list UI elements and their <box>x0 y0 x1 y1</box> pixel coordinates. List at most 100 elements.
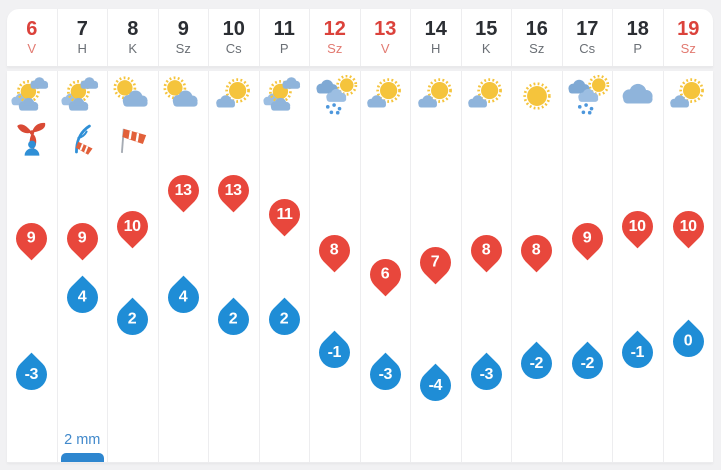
mostly-sunny-icon <box>463 75 510 117</box>
low-temp-marker: -4 <box>413 363 458 407</box>
low-temp-marker: 0 <box>666 319 711 363</box>
sun-behind-clouds-icon <box>59 75 106 117</box>
day-number: 8 <box>127 18 139 40</box>
storm-turbine-icon <box>13 120 50 158</box>
day-header-14[interactable]: 14 H <box>411 9 462 66</box>
low-temp-marker: -1 <box>312 330 357 374</box>
day-abbreviation: Cs <box>579 41 596 56</box>
day-abbreviation: K <box>481 41 491 56</box>
day-abbreviation: Sz <box>680 41 696 56</box>
low-temp-marker: -3 <box>9 352 54 396</box>
day-abbreviation: H <box>431 41 441 56</box>
high-temp-marker: 10 <box>110 204 155 248</box>
low-temp-marker: -2 <box>565 341 610 385</box>
day-abbreviation: Cs <box>225 41 242 56</box>
day-column-12[interactable]: 8 -1 <box>310 71 361 462</box>
day-number: 16 <box>525 18 548 40</box>
forecast-header-row: 6 V 7 H 8 K 9 Sz 10 Cs 11 P 12 Sz 13 V 14 H 15 K 16 Sz 17 Cs 18 P… <box>7 9 713 67</box>
day-number: 17 <box>576 18 599 40</box>
high-temp-marker: 9 <box>565 216 610 260</box>
day-abbreviation: V <box>27 41 37 56</box>
high-temp-marker: 13 <box>211 168 256 212</box>
low-temp-marker: 4 <box>60 275 105 319</box>
day-number: 12 <box>323 18 346 40</box>
mostly-sunny-icon <box>412 75 459 117</box>
day-header-13[interactable]: 13 V <box>361 9 411 66</box>
day-number: 7 <box>76 18 88 40</box>
day-header-18[interactable]: 18 P <box>613 9 664 66</box>
precipitation-amount-label: 2 mm <box>64 432 101 448</box>
high-temp-marker: 8 <box>312 228 357 272</box>
day-number: 13 <box>374 18 397 40</box>
day-column-17[interactable]: 9 -2 <box>563 71 613 462</box>
windsock-icon <box>114 120 151 158</box>
sun-behind-clouds-icon <box>261 75 308 117</box>
day-column-15[interactable]: 8 -3 <box>462 71 512 462</box>
partly-cloudy-icon <box>160 75 207 117</box>
day-header-12[interactable]: 12 Sz <box>310 9 361 66</box>
day-column-7[interactable]: 9 4 2 mm <box>58 71 108 462</box>
low-temp-marker: 2 <box>110 297 155 341</box>
day-number: 9 <box>177 18 189 40</box>
high-temp-marker: 13 <box>161 168 206 212</box>
mostly-sunny-icon <box>210 75 257 117</box>
mostly-sunny-icon <box>362 75 409 117</box>
day-header-10[interactable]: 10 Cs <box>209 9 260 66</box>
low-temp-marker: -2 <box>514 341 559 385</box>
partly-cloudy-icon <box>109 75 156 117</box>
day-abbreviation: Sz <box>327 41 343 56</box>
day-number: 19 <box>677 18 700 40</box>
day-column-8[interactable]: 10 2 <box>108 71 159 462</box>
day-header-19[interactable]: 19 Sz <box>664 9 714 66</box>
low-temp-marker: -3 <box>363 352 408 396</box>
day-abbreviation: V <box>380 41 390 56</box>
day-header-15[interactable]: 15 K <box>462 9 512 66</box>
day-column-11[interactable]: 11 2 <box>260 71 310 462</box>
high-temp-marker: 9 <box>9 216 54 260</box>
day-number: 6 <box>26 18 38 40</box>
day-column-14[interactable]: 7 -4 <box>411 71 462 462</box>
day-column-10[interactable]: 13 2 <box>209 71 260 462</box>
sun-behind-clouds-icon <box>8 75 55 117</box>
day-header-9[interactable]: 9 Sz <box>159 9 209 66</box>
forecast-body-row: 9 -3 9 4 2 mm 10 2 13 4 13 2 11 2 8 -1 6 -3 7 -4 8 -3 8 -2 9 -2 1… <box>7 71 713 463</box>
day-number: 18 <box>626 18 649 40</box>
high-temp-marker: 11 <box>262 192 307 236</box>
day-column-9[interactable]: 13 4 <box>159 71 209 462</box>
low-temp-marker: 2 <box>211 297 256 341</box>
day-column-6[interactable]: 9 -3 <box>7 71 58 462</box>
high-temp-marker: 8 <box>514 228 559 272</box>
low-temp-marker: -1 <box>615 330 660 374</box>
sunny-icon <box>513 75 560 117</box>
high-temp-marker: 6 <box>363 252 408 296</box>
low-temp-marker: 2 <box>262 297 307 341</box>
day-number: 10 <box>222 18 245 40</box>
high-temp-marker: 10 <box>615 204 660 248</box>
day-abbreviation: P <box>279 41 289 56</box>
day-column-16[interactable]: 8 -2 <box>512 71 563 462</box>
low-temp-marker: -3 <box>464 352 509 396</box>
high-temp-marker: 7 <box>413 240 458 284</box>
day-column-18[interactable]: 10 -1 <box>613 71 664 462</box>
day-abbreviation: H <box>77 41 87 56</box>
day-number: 11 <box>273 18 295 40</box>
day-abbreviation: K <box>128 41 138 56</box>
day-abbreviation: P <box>633 41 643 56</box>
day-number: 14 <box>424 18 447 40</box>
day-abbreviation: Sz <box>175 41 191 56</box>
rain-sun-icon <box>311 75 358 117</box>
day-abbreviation: Sz <box>529 41 545 56</box>
day-column-19[interactable]: 10 0 <box>664 71 714 462</box>
cloudy-icon <box>614 75 661 117</box>
mostly-sunny-icon <box>665 75 712 117</box>
day-column-13[interactable]: 6 -3 <box>361 71 411 462</box>
high-temp-marker: 10 <box>666 204 711 248</box>
precipitation-bar <box>60 453 104 462</box>
day-header-16[interactable]: 16 Sz <box>512 9 563 66</box>
rain-sun-icon <box>564 75 611 117</box>
day-header-11[interactable]: 11 P <box>260 9 310 66</box>
day-header-17[interactable]: 17 Cs <box>563 9 613 66</box>
